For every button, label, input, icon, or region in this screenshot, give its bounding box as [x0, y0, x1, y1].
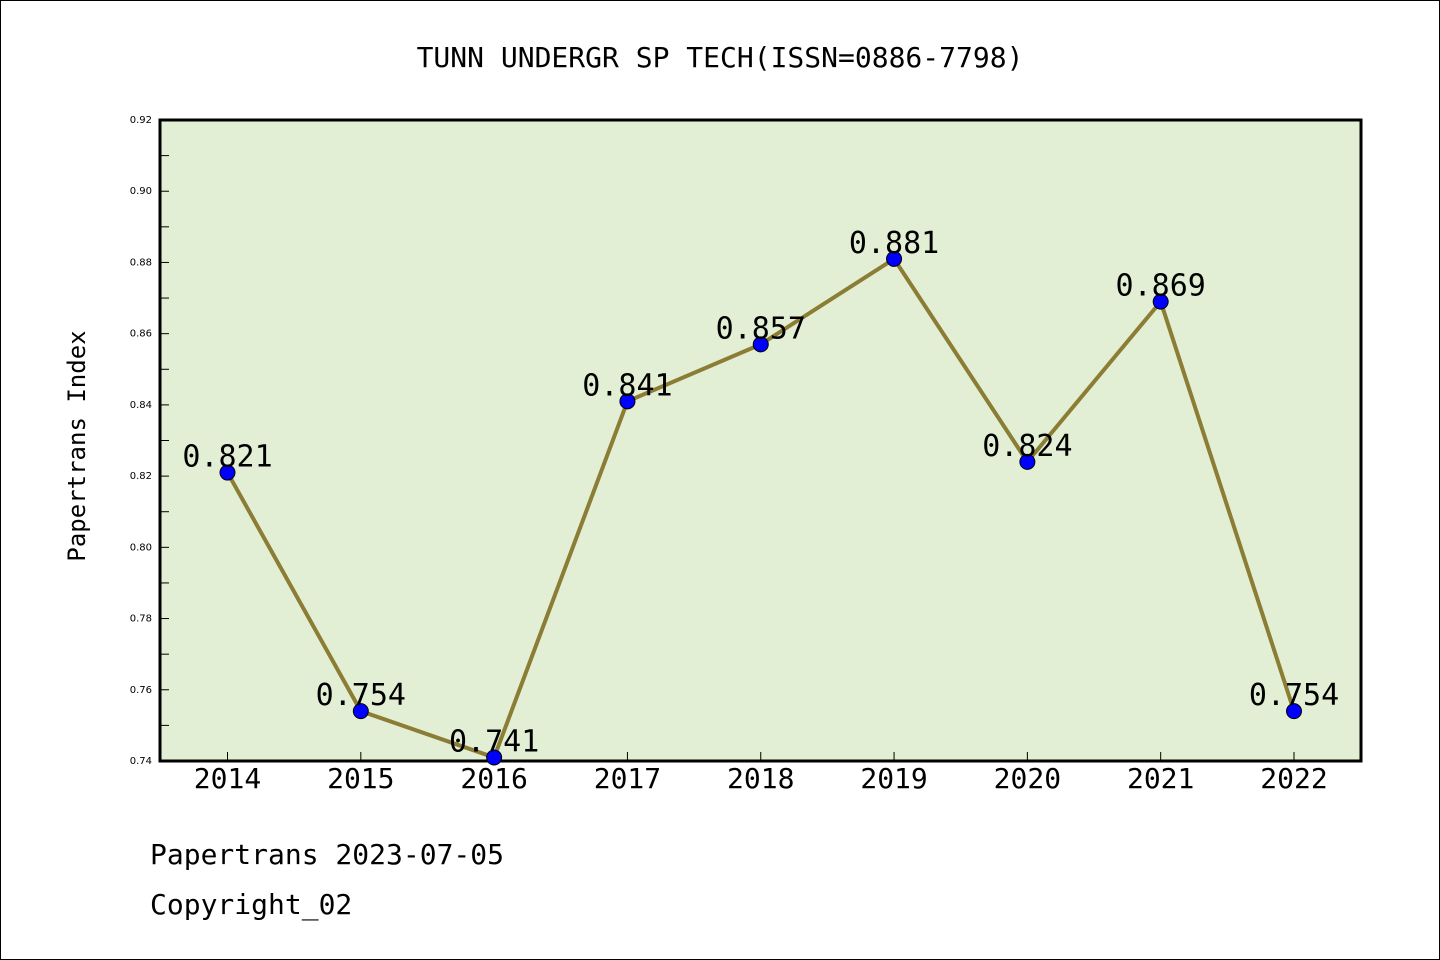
x-tick-label: 2019	[860, 762, 927, 795]
data-label: 0.821	[182, 440, 272, 475]
data-point	[1019, 453, 1036, 470]
y-tick-label: 0.84	[130, 400, 152, 411]
data-point	[1286, 703, 1302, 720]
data-label: 0.754	[316, 678, 406, 713]
y-axis: 0.74 0.76 0.78 0.80 0.82 0.84 0.86 0.88 0.90 0.92	[130, 115, 169, 767]
x-tick-label: 2014	[194, 762, 261, 795]
x-tick-label: 2020	[994, 762, 1061, 795]
x-tick-label: 2015	[327, 762, 394, 795]
data-point	[219, 464, 236, 481]
data-point	[619, 393, 636, 410]
data-label: 0.741	[449, 724, 539, 759]
y-tick-label: 0.78	[130, 614, 152, 625]
data-labels-group: 0.821 0.754 0.741 0.841 0.857 0.881 0.824 0.869…	[182, 226, 1339, 760]
x-tick-label: 2018	[727, 762, 794, 795]
data-label: 0.841	[582, 368, 672, 403]
data-label: 0.824	[982, 429, 1072, 464]
x-tick-label: 2021	[1127, 762, 1194, 795]
y-tick-label: 0.90	[130, 186, 152, 197]
markers-group	[219, 250, 1302, 766]
plot-area	[158, 118, 1363, 763]
x-tick-label: 2022	[1260, 762, 1327, 795]
data-point	[752, 336, 769, 353]
y-tick-label: 0.92	[130, 115, 152, 126]
footer-line-1: Papertrans 2023-07-05	[150, 838, 504, 871]
chart-title: TUNN UNDERGR SP TECH(ISSN=0886-7798)	[417, 41, 1024, 74]
data-point	[352, 703, 369, 720]
data-label: 0.754	[1249, 678, 1339, 713]
data-point	[486, 749, 503, 766]
y-axis-label: Papertrans Index	[63, 330, 91, 561]
y-tick-label: 0.74	[130, 756, 152, 767]
x-tick-label: 2017	[594, 762, 661, 795]
y-tick-label: 0.80	[130, 542, 152, 553]
data-point	[1152, 293, 1169, 310]
data-label: 0.857	[716, 311, 806, 346]
y-tick-label: 0.82	[130, 471, 152, 482]
x-tick-label: 2016	[460, 762, 527, 795]
data-label: 0.881	[849, 226, 939, 261]
data-label: 0.869	[1116, 269, 1206, 304]
y-tick-label: 0.86	[130, 329, 152, 340]
y-tick-label: 0.88	[130, 257, 152, 268]
x-axis: 2014 2015 2016 2017 2018 2019 2020 2021 2022	[194, 752, 1328, 795]
y-tick-label: 0.76	[130, 685, 152, 696]
footer-line-2: Copyright_02	[150, 888, 352, 922]
data-point	[886, 250, 903, 267]
